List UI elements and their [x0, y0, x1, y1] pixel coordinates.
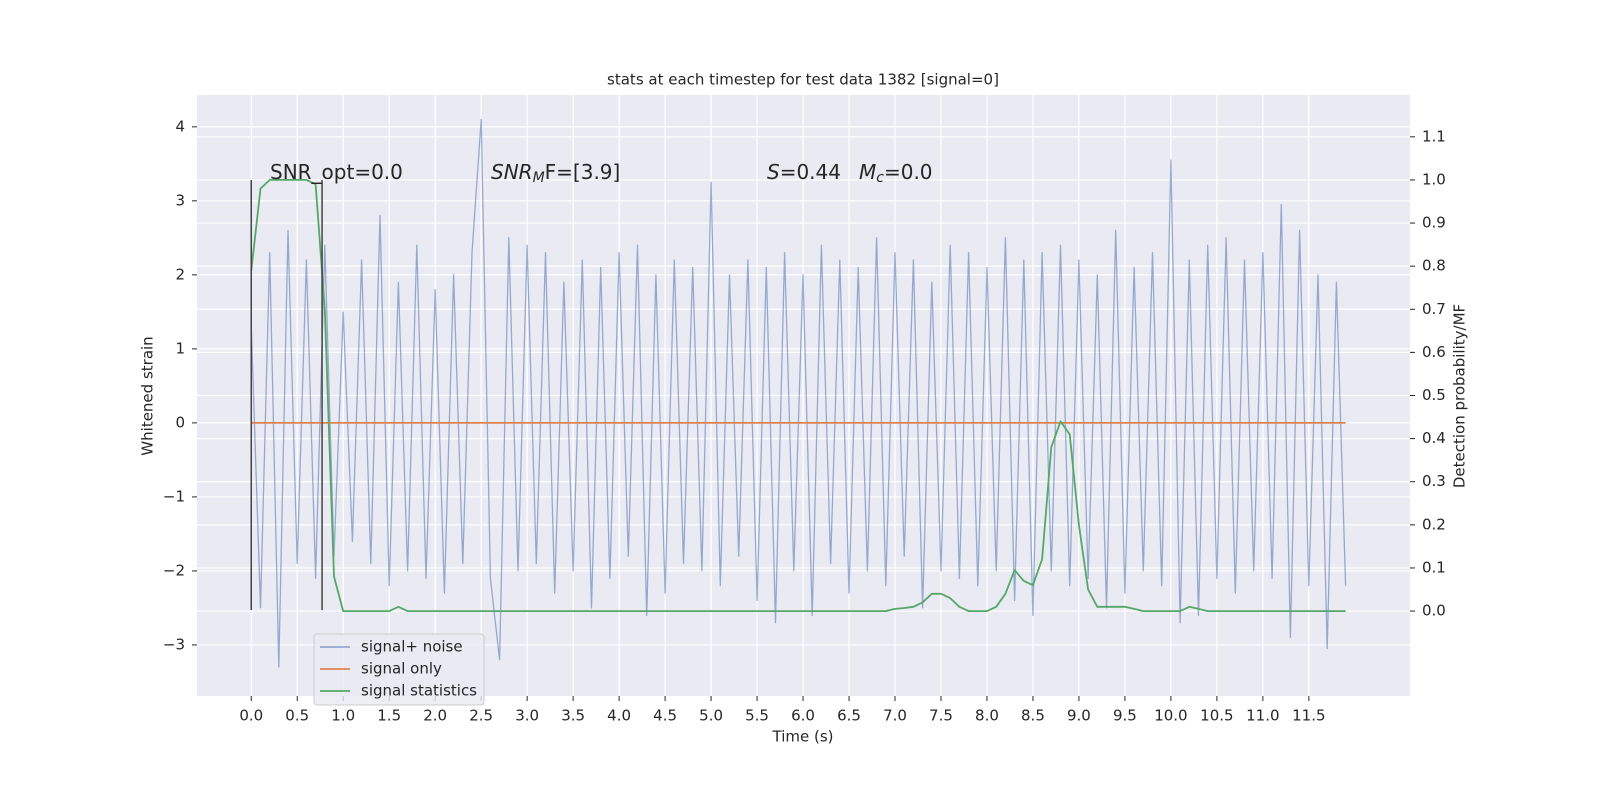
- x-tick-label: 8.5: [1021, 707, 1045, 725]
- x-tick-label: 3.0: [515, 707, 539, 725]
- x-tick-label: 7.0: [883, 707, 907, 725]
- y2-tick-label: 0.3: [1422, 472, 1446, 490]
- x-tick-label: 0.0: [239, 707, 263, 725]
- x-tick-label: 1.5: [377, 707, 401, 725]
- annotation-part: F=[3.9]: [545, 160, 621, 184]
- annotation-part: =0.0: [884, 160, 933, 184]
- y-tick-label: −2: [163, 561, 185, 579]
- y2-tick-label: 0.5: [1422, 386, 1446, 404]
- y2-tick-label: 0.6: [1422, 343, 1446, 361]
- y-tick-label: −3: [163, 635, 185, 653]
- legend-label: signal statistics: [361, 682, 477, 700]
- x-tick-label: 7.5: [929, 707, 953, 725]
- y-tick-label: 2: [175, 265, 185, 283]
- x-tick-label: 11.0: [1246, 707, 1279, 725]
- annotation-part: M: [859, 160, 876, 184]
- x-tick-label: 9.5: [1113, 707, 1137, 725]
- legend-label: signal+ noise: [361, 638, 463, 656]
- legend-box: [313, 633, 485, 706]
- y2-axis-label: Detection probability/MF: [1451, 304, 1469, 488]
- x-tick-label: 10.0: [1154, 707, 1187, 725]
- x-tick-label: 1.0: [331, 707, 355, 725]
- x-tick-label: 11.5: [1292, 707, 1325, 725]
- y2-tick-label: 0.1: [1422, 558, 1446, 576]
- x-tick-label: 2.0: [423, 707, 447, 725]
- x-tick-label: 5.5: [745, 707, 769, 725]
- y-tick-label: 4: [175, 117, 185, 135]
- x-tick-label: 6.0: [791, 707, 815, 725]
- x-tick-label: 5.0: [699, 707, 723, 725]
- y2-tick-label: 0.9: [1422, 214, 1446, 232]
- y-tick-label: 1: [175, 339, 185, 357]
- y2-tick-label: 1.0: [1422, 170, 1446, 188]
- annotation: Mc=0.0: [859, 160, 933, 187]
- annotation-part: S: [767, 160, 780, 184]
- annotation: SNRMF=[3.9]: [491, 160, 620, 187]
- x-axis-label: Time (s): [772, 728, 834, 746]
- annotation-part: M: [533, 170, 545, 186]
- x-tick-label: 9.0: [1067, 707, 1091, 725]
- y2-tick-label: 0.0: [1422, 602, 1446, 620]
- annotation-part: SNR: [491, 160, 533, 184]
- y2-tick-label: 0.8: [1422, 257, 1446, 275]
- x-tick-label: 6.5: [837, 707, 861, 725]
- annotation: SNR_opt=0.0: [270, 160, 403, 184]
- y2-tick-label: 0.4: [1422, 429, 1446, 447]
- x-tick-label: 10.5: [1200, 707, 1233, 725]
- y2-tick-label: 0.2: [1422, 515, 1446, 533]
- x-tick-label: 8.0: [975, 707, 999, 725]
- y-axis-label: Whitened strain: [139, 336, 157, 455]
- y2-tick-label: 0.7: [1422, 300, 1446, 318]
- x-tick-label: 3.5: [561, 707, 585, 725]
- x-tick-label: 0.5: [285, 707, 309, 725]
- y-tick-label: 3: [175, 191, 185, 209]
- x-tick-label: 4.5: [653, 707, 677, 725]
- annotation-part: c: [876, 170, 884, 186]
- chart-title: stats at each timestep for test data 138…: [607, 71, 999, 89]
- y-tick-label: 0: [175, 413, 185, 431]
- legend-label: signal only: [361, 660, 442, 678]
- annotation: S=0.44: [767, 160, 841, 184]
- annotation-part: SNR_opt=0.0: [270, 160, 403, 184]
- x-tick-label: 4.0: [607, 707, 631, 725]
- series-line: [250, 179, 1346, 612]
- annotation-part: =0.44: [780, 160, 841, 184]
- y2-tick-label: 1.1: [1422, 127, 1446, 145]
- y-tick-label: −1: [163, 487, 185, 505]
- x-tick-label: 2.5: [469, 707, 493, 725]
